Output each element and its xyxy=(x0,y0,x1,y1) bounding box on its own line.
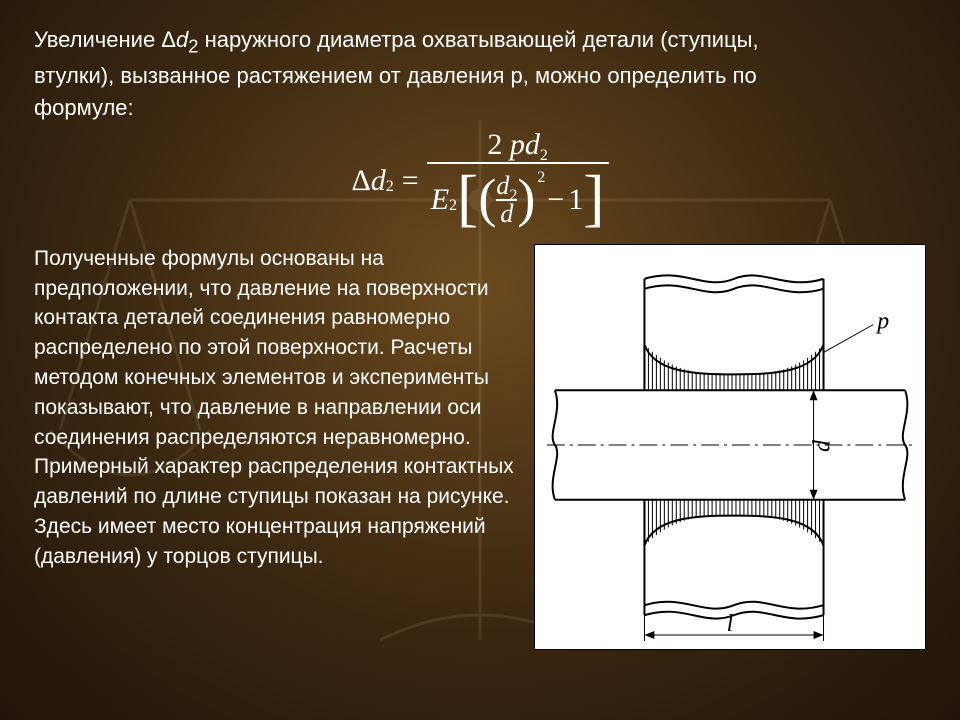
ratio-top-d: d xyxy=(496,171,509,200)
ratio-top-sub: 2 xyxy=(509,187,517,204)
one: 1 xyxy=(568,185,583,215)
den-Esub: 2 xyxy=(449,198,457,214)
lbracket: [ xyxy=(457,166,478,230)
formula-lhs-d: d xyxy=(371,166,386,196)
ratio-bot-d: d xyxy=(500,201,513,227)
formula-block: Δ d 2 = 2 pd2 E2 [ ( d2 xyxy=(34,130,926,232)
intro-paragraph: Увеличение Δd2 наружного диаметра охваты… xyxy=(34,24,926,124)
ratio: d2 d xyxy=(496,173,517,227)
formula-eq: = xyxy=(402,166,419,196)
num-2: 2 xyxy=(487,128,502,161)
square: 2 xyxy=(537,170,545,186)
label-l: l xyxy=(727,611,734,637)
slide: Увеличение Δd2 наружного диаметра охваты… xyxy=(0,0,960,720)
body-text: Полученные формулы основаны на предполож… xyxy=(34,244,520,572)
pressure-distribution-figure: p d l xyxy=(534,244,926,650)
intro-line1-pre: Увеличение Δ xyxy=(34,27,176,52)
den-E: E xyxy=(431,185,449,215)
minus: − xyxy=(547,185,564,215)
num-d: d xyxy=(525,128,540,161)
formula-lhs-sub: 2 xyxy=(386,179,394,195)
num-dsub: 2 xyxy=(540,147,548,164)
lparen: ( xyxy=(478,171,496,225)
intro-line3: формуле: xyxy=(34,95,134,120)
intro-line1-post: наружного диаметра охватывающей детали (… xyxy=(198,27,758,52)
intro-sub: 2 xyxy=(188,35,198,56)
intro-var: d xyxy=(176,27,188,52)
num-p: p xyxy=(510,128,525,161)
rbracket: ] xyxy=(583,166,604,230)
label-d: d xyxy=(809,440,835,452)
intro-line2: втулки), вызванное растяжением от давлен… xyxy=(34,63,757,88)
formula-fraction: 2 pd2 E2 [ ( d2 d ) 2 − xyxy=(427,130,609,232)
rparen: ) xyxy=(517,171,535,225)
formula-delta: Δ xyxy=(351,166,370,196)
label-p: p xyxy=(875,308,889,334)
